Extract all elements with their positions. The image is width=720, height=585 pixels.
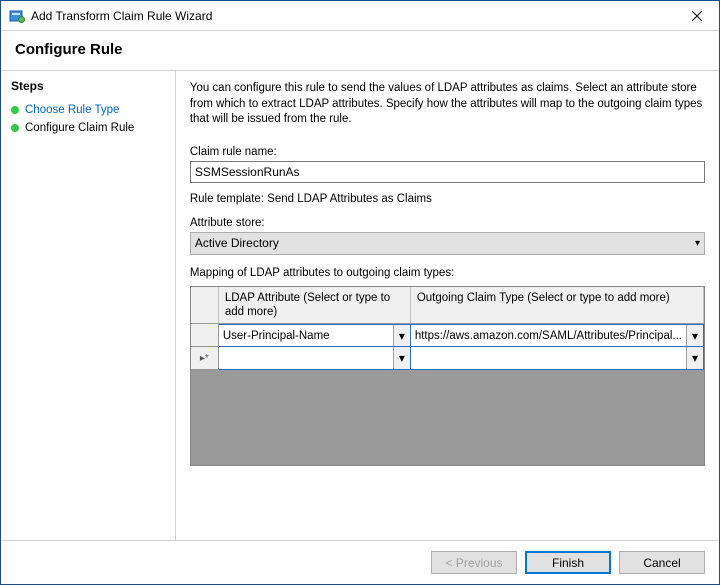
chevron-down-icon[interactable]: ▾ (393, 347, 410, 369)
chevron-down-icon[interactable]: ▾ (393, 325, 410, 346)
chevron-down-icon: ▾ (695, 238, 700, 249)
outgoing-claim-cell[interactable]: https://aws.amazon.com/SAML/Attributes/P… (411, 324, 704, 347)
grid-header: LDAP Attribute (Select or type to add mo… (191, 287, 704, 325)
finish-label: Finish (552, 556, 584, 570)
attribute-store-label: Attribute store: (190, 217, 705, 229)
wizard-icon (9, 8, 25, 24)
close-icon (692, 11, 702, 21)
step-label: Configure Claim Rule (25, 122, 134, 134)
chevron-down-icon[interactable]: ▾ (686, 325, 703, 346)
button-bar: < Previous Finish Cancel (1, 540, 719, 584)
mapping-grid: LDAP Attribute (Select or type to add mo… (190, 286, 705, 466)
outgoing-claim-value: https://aws.amazon.com/SAML/Attributes/P… (411, 330, 686, 342)
ldap-attribute-cell[interactable]: User-Principal-Name ▾ (219, 324, 411, 347)
row-selector[interactable]: ▸* (191, 347, 219, 370)
wizard-window: Add Transform Claim Rule Wizard Configur… (0, 0, 720, 585)
column-header-claim[interactable]: Outgoing Claim Type (Select or type to a… (411, 287, 704, 324)
ldap-attribute-value: User-Principal-Name (219, 330, 393, 342)
table-row: ▸* ▾ ▾ (191, 347, 704, 370)
window-title: Add Transform Claim Rule Wizard (31, 9, 674, 23)
row-header-corner (191, 287, 219, 324)
step-bullet-icon (11, 124, 19, 132)
steps-heading: Steps (11, 79, 165, 93)
table-row: User-Principal-Name ▾ https://aws.amazon… (191, 324, 704, 347)
cancel-label: Cancel (643, 556, 680, 570)
previous-button[interactable]: < Previous (431, 551, 517, 574)
titlebar: Add Transform Claim Rule Wizard (1, 1, 719, 31)
previous-label: < Previous (445, 556, 502, 570)
description-text: You can configure this rule to send the … (190, 81, 705, 128)
attribute-store-select[interactable]: Active Directory ▾ (190, 232, 705, 255)
attribute-store-value: Active Directory (195, 236, 279, 250)
grid-empty-area (191, 370, 704, 464)
rule-template-text: Rule template: Send LDAP Attributes as C… (190, 193, 705, 205)
outgoing-claim-cell[interactable]: ▾ (411, 347, 704, 370)
row-selector[interactable] (191, 324, 219, 347)
step-choose-rule-type[interactable]: Choose Rule Type (11, 101, 165, 119)
step-configure-claim-rule[interactable]: Configure Claim Rule (11, 119, 165, 137)
step-label: Choose Rule Type (25, 104, 119, 116)
close-button[interactable] (674, 1, 719, 30)
claim-rule-name-input[interactable] (190, 161, 705, 183)
grid-body: User-Principal-Name ▾ https://aws.amazon… (191, 324, 704, 370)
step-bullet-icon (11, 106, 19, 114)
cancel-button[interactable]: Cancel (619, 551, 705, 574)
finish-button[interactable]: Finish (525, 551, 611, 574)
claim-rule-name-label: Claim rule name: (190, 146, 705, 158)
page-title: Configure Rule (1, 31, 719, 71)
content-area: Steps Choose Rule Type Configure Claim R… (1, 71, 719, 540)
column-header-ldap[interactable]: LDAP Attribute (Select or type to add mo… (219, 287, 411, 324)
steps-sidebar: Steps Choose Rule Type Configure Claim R… (1, 71, 176, 540)
new-row-icon: ▸* (200, 353, 209, 364)
main-panel: You can configure this rule to send the … (176, 71, 719, 540)
mapping-label: Mapping of LDAP attributes to outgoing c… (190, 267, 705, 279)
ldap-attribute-cell[interactable]: ▾ (219, 347, 411, 370)
chevron-down-icon[interactable]: ▾ (686, 347, 703, 369)
